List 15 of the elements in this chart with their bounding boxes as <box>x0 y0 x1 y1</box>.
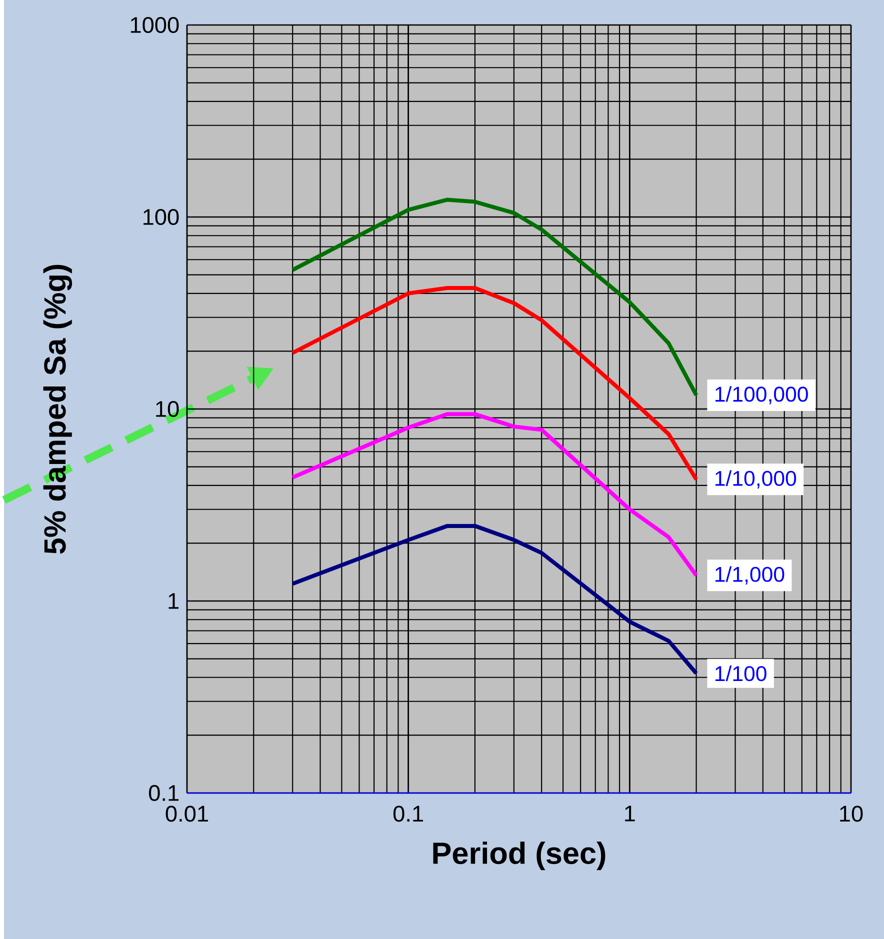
series-label: 1/100,000 <box>716 386 808 404</box>
x-tick-label: 0.1 <box>393 806 423 822</box>
y-axis-title: 5% damped Sa (%g) <box>43 264 72 554</box>
y-tick-label: 10 <box>156 400 179 418</box>
y-tick-label: 100 <box>144 208 179 226</box>
y-tick-label: 1000 <box>130 16 179 34</box>
series-label: 1/1,000 <box>716 566 784 584</box>
x-tick-label: 0.01 <box>166 806 208 822</box>
x-axis-title: Period (sec) <box>433 842 606 870</box>
series-label: 1/100 <box>716 666 766 682</box>
x-tick-label: 10 <box>840 806 863 822</box>
y-tick-label: 0.1 <box>148 784 179 802</box>
y-tick-label: 1 <box>168 593 179 609</box>
series-label: 1/10,000 <box>716 470 796 488</box>
x-tick-label: 1 <box>625 806 635 822</box>
